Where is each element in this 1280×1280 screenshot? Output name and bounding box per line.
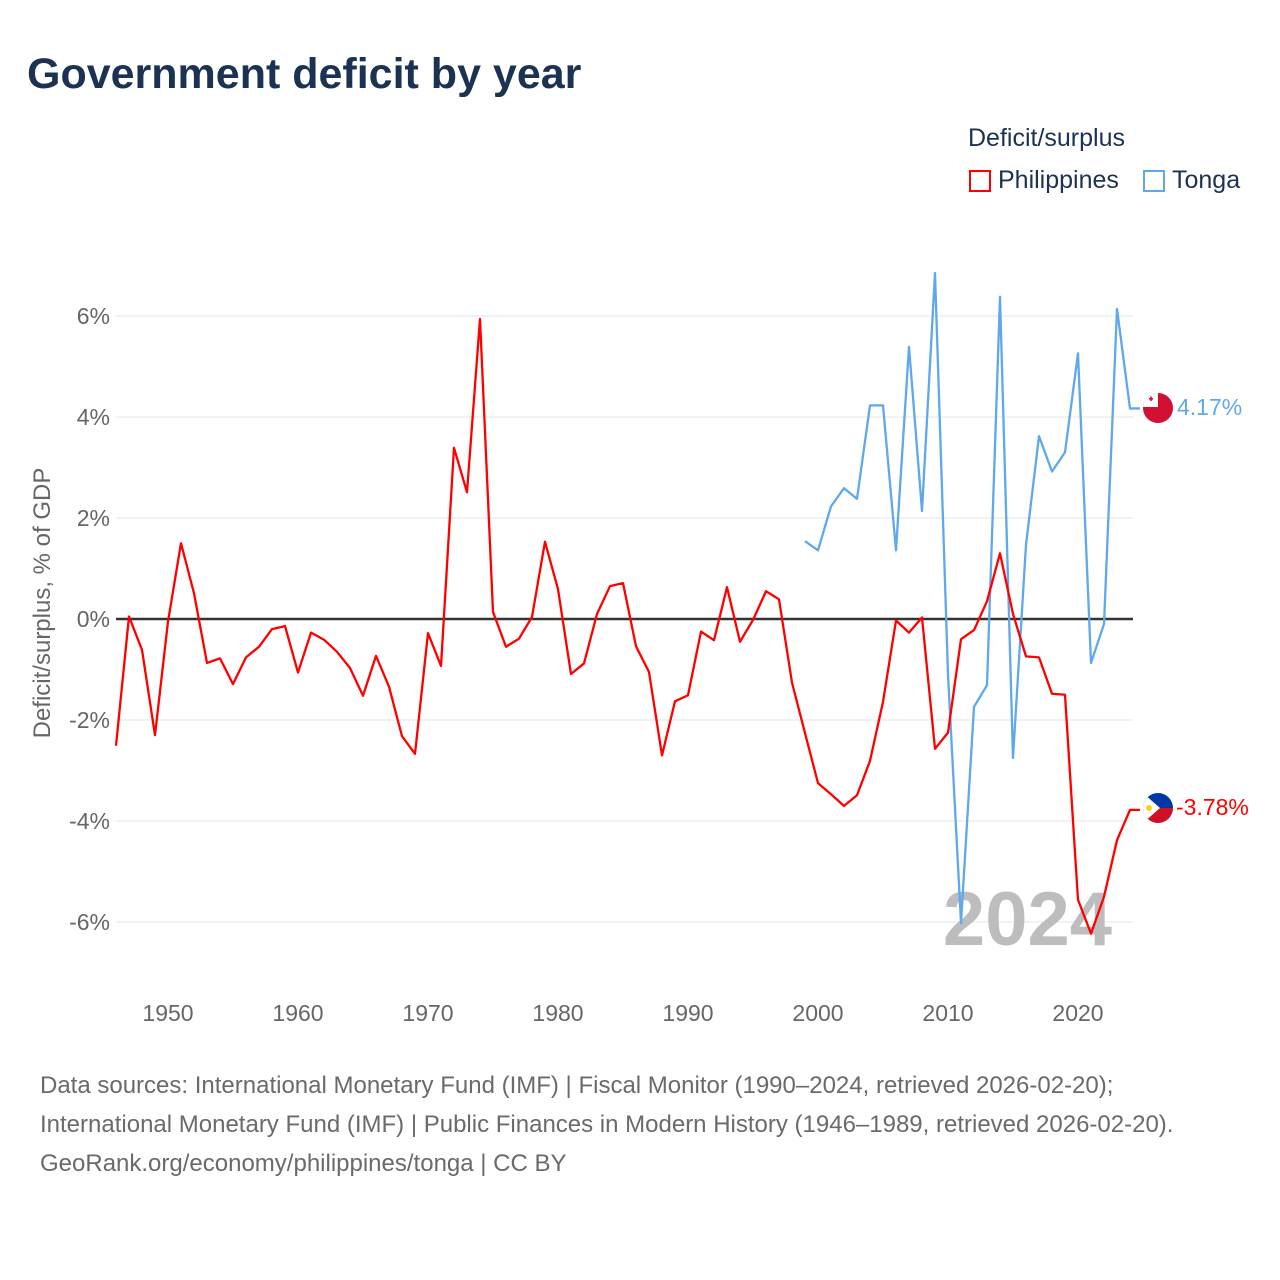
x-tick-label: 1950 — [142, 1000, 193, 1026]
tonga-end-label: 4.17% — [1177, 394, 1242, 420]
chart-title: Government deficit by year — [27, 50, 582, 98]
data-sources: Data sources: International Monetary Fun… — [40, 1072, 1174, 1138]
legend-item-philippines[interactable]: Philippines — [969, 166, 1119, 195]
y-tick-label: 0% — [77, 606, 110, 632]
legend-swatch-philippines — [969, 169, 991, 192]
y-tick-label: 2% — [77, 505, 110, 531]
x-tick-label: 2020 — [1052, 1000, 1103, 1026]
x-tick-label: 2010 — [922, 1000, 973, 1026]
y-tick-label: -2% — [69, 707, 110, 733]
x-tick-label: 1980 — [532, 1000, 583, 1026]
philippines-flag-icon — [1143, 793, 1173, 823]
credit-link[interactable]: GeoRank.org/economy/philippines/tonga | … — [40, 1150, 567, 1177]
year-watermark: 2024 — [943, 877, 1112, 962]
y-tick-label: -4% — [69, 808, 110, 834]
legend-label: Tonga — [1172, 166, 1241, 194]
philippines-end-label: -3.78% — [1176, 794, 1249, 820]
legend-title: Deficit/surplus — [968, 124, 1125, 152]
y-tick-label: 4% — [77, 404, 110, 430]
series-line-tonga[interactable] — [804, 271, 1140, 925]
x-tick-label: 1960 — [272, 1000, 323, 1026]
legend-label: Philippines — [998, 166, 1119, 194]
line-chart: -6% -4% -2% 0% 2% 4% 6% 1950 1960 1970 1980 1990 200… — [29, 271, 1249, 1026]
series-line-philippines[interactable] — [114, 317, 1140, 935]
y-tick-label: -6% — [69, 909, 110, 935]
legend-swatch-tonga — [1143, 169, 1165, 192]
footer: Data sources: International Monetary Fun… — [40, 1066, 1240, 1183]
y-axis-label: Deficit/surplus, % of GDP — [29, 468, 56, 739]
tonga-flag-icon — [1143, 393, 1173, 423]
legend-item-tonga[interactable]: Tonga — [1143, 166, 1240, 195]
x-tick-label: 2000 — [792, 1000, 843, 1026]
y-tick-label: 6% — [77, 303, 110, 329]
x-tick-label: 1970 — [402, 1000, 453, 1026]
x-tick-label: 1990 — [662, 1000, 713, 1026]
